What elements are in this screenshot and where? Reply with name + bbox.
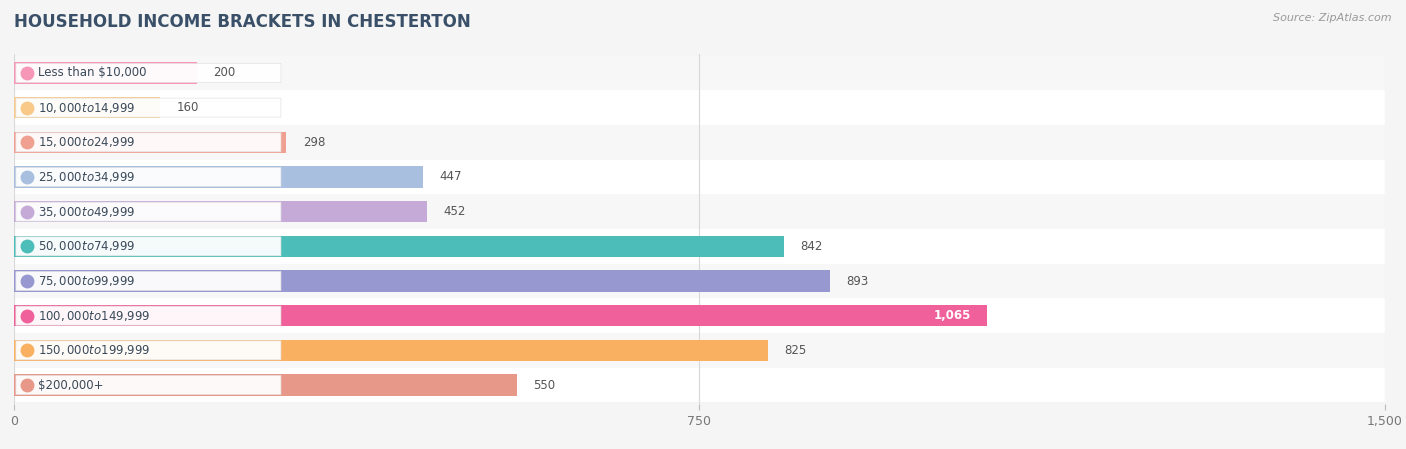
Bar [14, 229, 1385, 264]
Bar [14, 125, 1385, 160]
Text: 550: 550 [533, 379, 555, 392]
Bar [14, 97, 160, 119]
Text: HOUSEHOLD INCOME BRACKETS IN CHESTERTON: HOUSEHOLD INCOME BRACKETS IN CHESTERTON [14, 13, 471, 31]
Bar [14, 298, 1385, 333]
FancyBboxPatch shape [15, 98, 281, 117]
FancyBboxPatch shape [15, 341, 281, 360]
Bar [14, 333, 1385, 368]
Text: 447: 447 [439, 171, 461, 184]
Text: 842: 842 [800, 240, 823, 253]
Text: $15,000 to $24,999: $15,000 to $24,999 [38, 135, 135, 150]
Bar [14, 160, 1385, 194]
FancyBboxPatch shape [15, 63, 281, 83]
Bar [14, 56, 1385, 90]
Text: $35,000 to $49,999: $35,000 to $49,999 [38, 205, 135, 219]
Text: 298: 298 [302, 136, 325, 149]
Text: 1,065: 1,065 [934, 309, 972, 322]
Bar [14, 270, 830, 292]
Text: $75,000 to $99,999: $75,000 to $99,999 [38, 274, 135, 288]
FancyBboxPatch shape [15, 375, 281, 395]
Text: $50,000 to $74,999: $50,000 to $74,999 [38, 239, 135, 253]
Bar [14, 201, 427, 222]
Bar [14, 236, 783, 257]
Text: $200,000+: $200,000+ [38, 379, 103, 392]
FancyBboxPatch shape [15, 202, 281, 221]
Bar [14, 264, 1385, 298]
FancyBboxPatch shape [15, 272, 281, 291]
Bar [14, 305, 987, 326]
Text: 893: 893 [846, 274, 869, 287]
Text: $100,000 to $149,999: $100,000 to $149,999 [38, 308, 150, 323]
FancyBboxPatch shape [15, 306, 281, 325]
Bar [14, 194, 1385, 229]
Text: Less than $10,000: Less than $10,000 [38, 66, 146, 79]
Text: $150,000 to $199,999: $150,000 to $199,999 [38, 343, 150, 357]
Bar [14, 132, 287, 153]
FancyBboxPatch shape [15, 237, 281, 256]
Text: 825: 825 [785, 344, 807, 357]
Text: 452: 452 [444, 205, 465, 218]
Bar [14, 339, 768, 361]
FancyBboxPatch shape [15, 167, 281, 186]
Bar [14, 374, 517, 396]
Bar [14, 166, 423, 188]
Bar [14, 90, 1385, 125]
Bar [14, 368, 1385, 402]
FancyBboxPatch shape [15, 133, 281, 152]
Bar [14, 62, 197, 84]
Text: $10,000 to $14,999: $10,000 to $14,999 [38, 101, 135, 114]
Text: Source: ZipAtlas.com: Source: ZipAtlas.com [1274, 13, 1392, 23]
Text: 160: 160 [177, 101, 200, 114]
Text: 200: 200 [214, 66, 236, 79]
Text: $25,000 to $34,999: $25,000 to $34,999 [38, 170, 135, 184]
